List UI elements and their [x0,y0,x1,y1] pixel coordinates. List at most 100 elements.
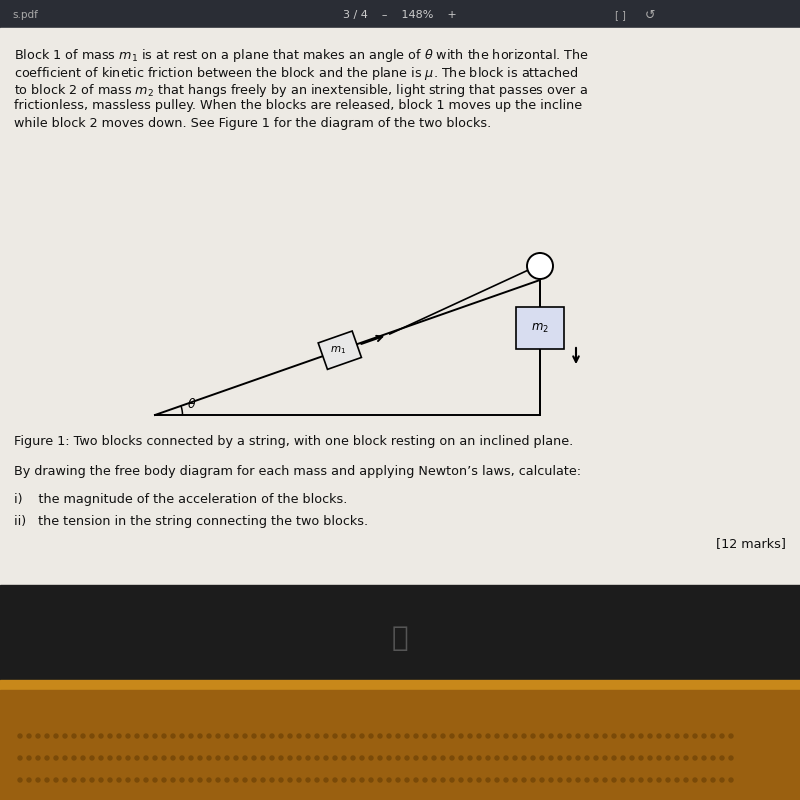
Circle shape [153,734,157,738]
Circle shape [468,734,472,738]
Circle shape [486,778,490,782]
Circle shape [639,734,643,738]
Circle shape [711,734,715,738]
Circle shape [360,756,364,760]
Circle shape [378,778,382,782]
Circle shape [720,734,724,738]
Text: frictionless, massless pulley. When the blocks are released, block 1 moves up th: frictionless, massless pulley. When the … [14,99,582,113]
Circle shape [711,756,715,760]
Circle shape [423,756,427,760]
Circle shape [189,734,193,738]
Circle shape [675,734,679,738]
Circle shape [495,756,499,760]
Circle shape [720,756,724,760]
Circle shape [279,734,283,738]
Circle shape [27,756,31,760]
Circle shape [45,756,49,760]
Circle shape [216,778,220,782]
Circle shape [648,756,652,760]
Circle shape [126,778,130,782]
Circle shape [414,778,418,782]
Text: i)    the magnitude of the acceleration of the blocks.: i) the magnitude of the acceleration of … [14,493,347,506]
Circle shape [261,756,265,760]
Text: Figure 1: Two blocks connected by a string, with one block resting on an incline: Figure 1: Two blocks connected by a stri… [14,435,574,448]
Circle shape [513,756,517,760]
Circle shape [405,734,409,738]
Circle shape [504,778,508,782]
Circle shape [702,756,706,760]
Circle shape [432,778,436,782]
Circle shape [216,734,220,738]
Circle shape [648,734,652,738]
Circle shape [252,734,256,738]
Circle shape [387,778,391,782]
Circle shape [27,778,31,782]
Circle shape [180,756,184,760]
Circle shape [594,778,598,782]
Circle shape [36,734,40,738]
Circle shape [711,778,715,782]
Bar [318,331,362,370]
Text: [ ]: [ ] [614,10,626,20]
Circle shape [180,778,184,782]
Circle shape [729,734,733,738]
Circle shape [207,756,211,760]
Circle shape [72,756,76,760]
Circle shape [63,734,67,738]
Circle shape [63,778,67,782]
Circle shape [612,778,616,782]
Circle shape [117,778,121,782]
Circle shape [144,778,148,782]
Circle shape [333,778,337,782]
Text: coefficient of kinetic friction between the block and the plane is $\mu$. The bl: coefficient of kinetic friction between … [14,65,578,82]
Circle shape [441,756,445,760]
Circle shape [450,734,454,738]
Circle shape [594,734,598,738]
Circle shape [459,734,463,738]
Circle shape [252,756,256,760]
Circle shape [135,734,139,738]
Circle shape [621,778,625,782]
Circle shape [585,778,589,782]
Circle shape [99,756,103,760]
Circle shape [54,778,58,782]
Circle shape [171,778,175,782]
Circle shape [324,734,328,738]
Circle shape [351,756,355,760]
Circle shape [99,778,103,782]
Circle shape [477,756,481,760]
Circle shape [477,778,481,782]
Circle shape [207,778,211,782]
Circle shape [189,778,193,782]
Circle shape [675,756,679,760]
Circle shape [234,756,238,760]
Circle shape [576,756,580,760]
Circle shape [729,778,733,782]
Circle shape [396,778,400,782]
Circle shape [54,756,58,760]
Circle shape [297,778,301,782]
Circle shape [612,756,616,760]
Circle shape [648,778,652,782]
Circle shape [351,734,355,738]
Circle shape [522,756,526,760]
Circle shape [171,734,175,738]
Circle shape [180,734,184,738]
Circle shape [90,778,94,782]
Text: [12 marks]: [12 marks] [716,537,786,550]
Circle shape [81,778,85,782]
Circle shape [432,734,436,738]
Circle shape [387,756,391,760]
Circle shape [126,756,130,760]
Circle shape [693,734,697,738]
Circle shape [558,734,562,738]
Text: to block 2 of mass $m_2$ that hangs freely by an inextensible, light string that: to block 2 of mass $m_2$ that hangs free… [14,82,588,99]
Circle shape [459,756,463,760]
Circle shape [36,778,40,782]
Circle shape [342,756,346,760]
Circle shape [72,778,76,782]
Circle shape [666,778,670,782]
Circle shape [522,778,526,782]
Circle shape [153,778,157,782]
Circle shape [225,734,229,738]
